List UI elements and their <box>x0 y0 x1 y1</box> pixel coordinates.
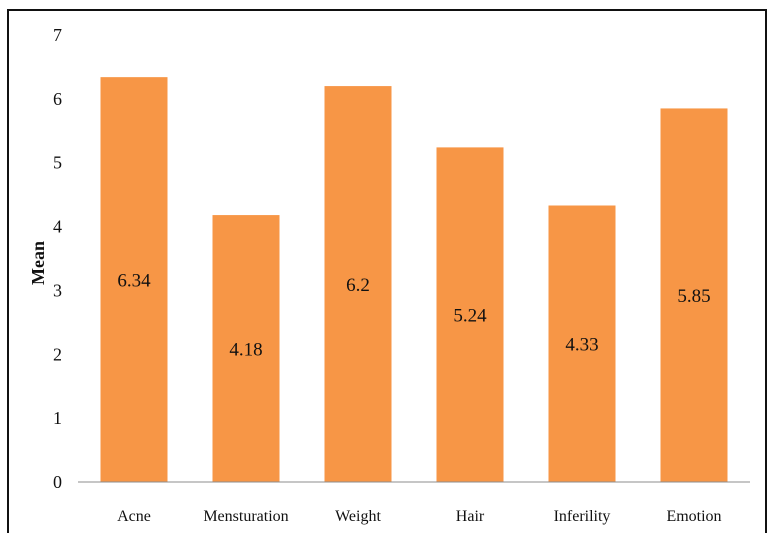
bar <box>660 108 728 482</box>
bar <box>100 77 168 482</box>
y-tick-label: 0 <box>53 472 62 492</box>
y-tick-label: 3 <box>53 280 62 300</box>
y-tick-label: 5 <box>53 153 62 173</box>
bar-value-label: 6.34 <box>117 271 151 292</box>
y-tick-label: 2 <box>53 344 62 364</box>
bar <box>548 205 616 482</box>
y-tick-label: 6 <box>53 89 62 109</box>
bar <box>436 147 504 483</box>
x-category-label: Mensturation <box>203 508 288 525</box>
bar-value-label: 5.24 <box>453 306 487 327</box>
bar <box>324 86 392 482</box>
x-category-label: Emotion <box>666 508 721 525</box>
x-category-label: Inferility <box>554 508 611 525</box>
x-category-label: Hair <box>456 508 485 525</box>
bar-value-label: 5.85 <box>677 286 710 307</box>
y-tick-label: 7 <box>53 25 62 45</box>
bar-value-label: 4.33 <box>565 335 598 356</box>
x-category-label: Acne <box>117 508 151 525</box>
y-axis-title: Mean <box>28 241 48 285</box>
x-category-label: Weight <box>335 508 381 525</box>
y-tick-label: 4 <box>53 217 62 237</box>
y-tick-label: 1 <box>53 408 62 428</box>
bar <box>212 215 280 482</box>
bar-value-label: 6.2 <box>346 275 370 296</box>
bar-value-label: 4.18 <box>229 340 262 361</box>
